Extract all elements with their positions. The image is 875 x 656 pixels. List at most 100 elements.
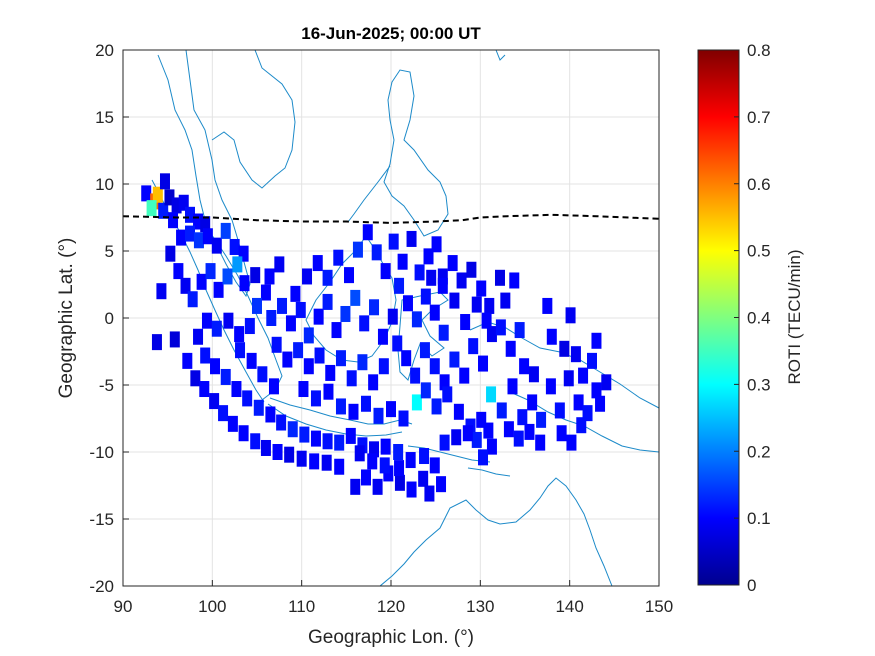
roti-cell	[250, 267, 261, 284]
roti-cell	[331, 322, 342, 339]
roti-cell	[350, 478, 361, 495]
roti-cell	[335, 350, 346, 367]
roti-cell	[310, 390, 321, 407]
roti-cell	[250, 433, 261, 450]
roti-cell	[185, 206, 195, 223]
roti-cell	[335, 398, 346, 415]
roti-cell	[359, 315, 370, 332]
roti-cell	[576, 417, 587, 434]
roti-cell	[451, 429, 462, 446]
roti-cell	[556, 425, 567, 442]
roti-cell	[438, 324, 449, 341]
roti-cell	[193, 213, 204, 230]
roti-cell	[388, 233, 399, 250]
colorbar-tick-label: 0	[747, 576, 756, 595]
x-tick-label: 140	[555, 597, 583, 616]
roti-cell	[285, 315, 296, 332]
roti-cell	[253, 399, 264, 416]
roti-cell	[383, 465, 394, 482]
roti-cell	[423, 248, 434, 265]
roti-cell	[486, 438, 497, 455]
roti-cell	[314, 347, 325, 364]
roti-cell	[252, 297, 262, 314]
roti-cell	[377, 328, 388, 345]
roti-cell	[369, 299, 380, 316]
roti-cell	[449, 351, 460, 368]
colorbar-tick-label: 0.6	[747, 175, 771, 194]
roti-cell	[478, 355, 489, 372]
roti-cell	[367, 453, 378, 470]
roti-cell	[239, 275, 250, 292]
x-tick-label: 150	[645, 597, 673, 616]
colorbar-tick-label: 0.4	[747, 309, 771, 328]
roti-cell	[420, 382, 431, 399]
roti-cell	[471, 431, 482, 448]
roti-cell	[360, 469, 371, 486]
roti-cell	[146, 200, 157, 217]
roti-cell	[587, 352, 597, 369]
roti-cell	[220, 222, 231, 239]
roti-cell	[334, 458, 345, 475]
roti-cell	[165, 245, 176, 262]
roti-cell	[168, 212, 179, 229]
y-tick-label: 10	[95, 175, 114, 194]
y-tick-label: 15	[95, 108, 114, 127]
roti-cell	[271, 336, 282, 353]
roti-cell	[578, 367, 589, 384]
colorbar-tick-label: 0.8	[747, 41, 771, 60]
roti-cell	[524, 423, 535, 440]
roti-cell	[229, 238, 240, 255]
roti-cell	[527, 394, 538, 411]
roti-cell	[483, 422, 494, 439]
roti-cell	[210, 358, 221, 375]
roti-cell	[419, 448, 430, 465]
roti-cell	[437, 277, 448, 294]
roti-cell	[340, 305, 351, 322]
roti-cell	[386, 401, 396, 418]
roti-cell	[325, 364, 336, 381]
roti-cell	[542, 297, 553, 314]
roti-cell	[193, 328, 204, 345]
colorbar-tick-label: 0.2	[747, 442, 771, 461]
roti-cell	[410, 367, 421, 384]
roti-cell	[362, 224, 373, 241]
y-axis-ticks: 20 15 10 5 0 -5 -10 -15 -20	[89, 41, 129, 596]
roti-cell	[266, 310, 277, 326]
roti-cell	[238, 425, 249, 442]
roti-cell	[322, 269, 333, 286]
roti-cell	[360, 395, 371, 412]
roti-cell	[274, 256, 285, 273]
roti-cell	[456, 272, 467, 289]
magnetic-equator-line	[123, 213, 659, 224]
roti-cell	[439, 374, 450, 391]
roti-cell	[380, 263, 391, 280]
roti-cell	[282, 351, 293, 368]
roti-cell	[152, 186, 163, 203]
roti-cell	[559, 340, 570, 357]
roti-cell	[287, 421, 298, 438]
roti-cell	[171, 197, 182, 214]
roti-cell	[220, 368, 231, 385]
roti-cell	[394, 460, 405, 477]
roti-cell	[180, 277, 191, 294]
roti-cell	[227, 415, 238, 432]
roti-cell	[545, 378, 556, 395]
roti-cell	[276, 414, 287, 431]
x-axis-label: Geographic Lon. (°)	[308, 627, 474, 648]
roti-cell	[514, 322, 525, 339]
roti-cell	[193, 232, 204, 249]
roti-cell	[313, 308, 324, 325]
y-tick-label: -15	[89, 510, 114, 529]
y-tick-label: 5	[105, 242, 114, 261]
colorbar-label: ROTI (TECU/min)	[785, 249, 804, 384]
roti-cell	[173, 263, 184, 280]
roti-cell	[232, 256, 243, 273]
roti-cell	[420, 288, 431, 305]
roti-cell	[509, 272, 520, 289]
roti-cell	[213, 281, 224, 298]
roti-cell	[303, 358, 314, 375]
x-tick-label: 110	[288, 597, 315, 616]
roti-cell	[459, 367, 470, 384]
roti-cell	[350, 289, 361, 306]
